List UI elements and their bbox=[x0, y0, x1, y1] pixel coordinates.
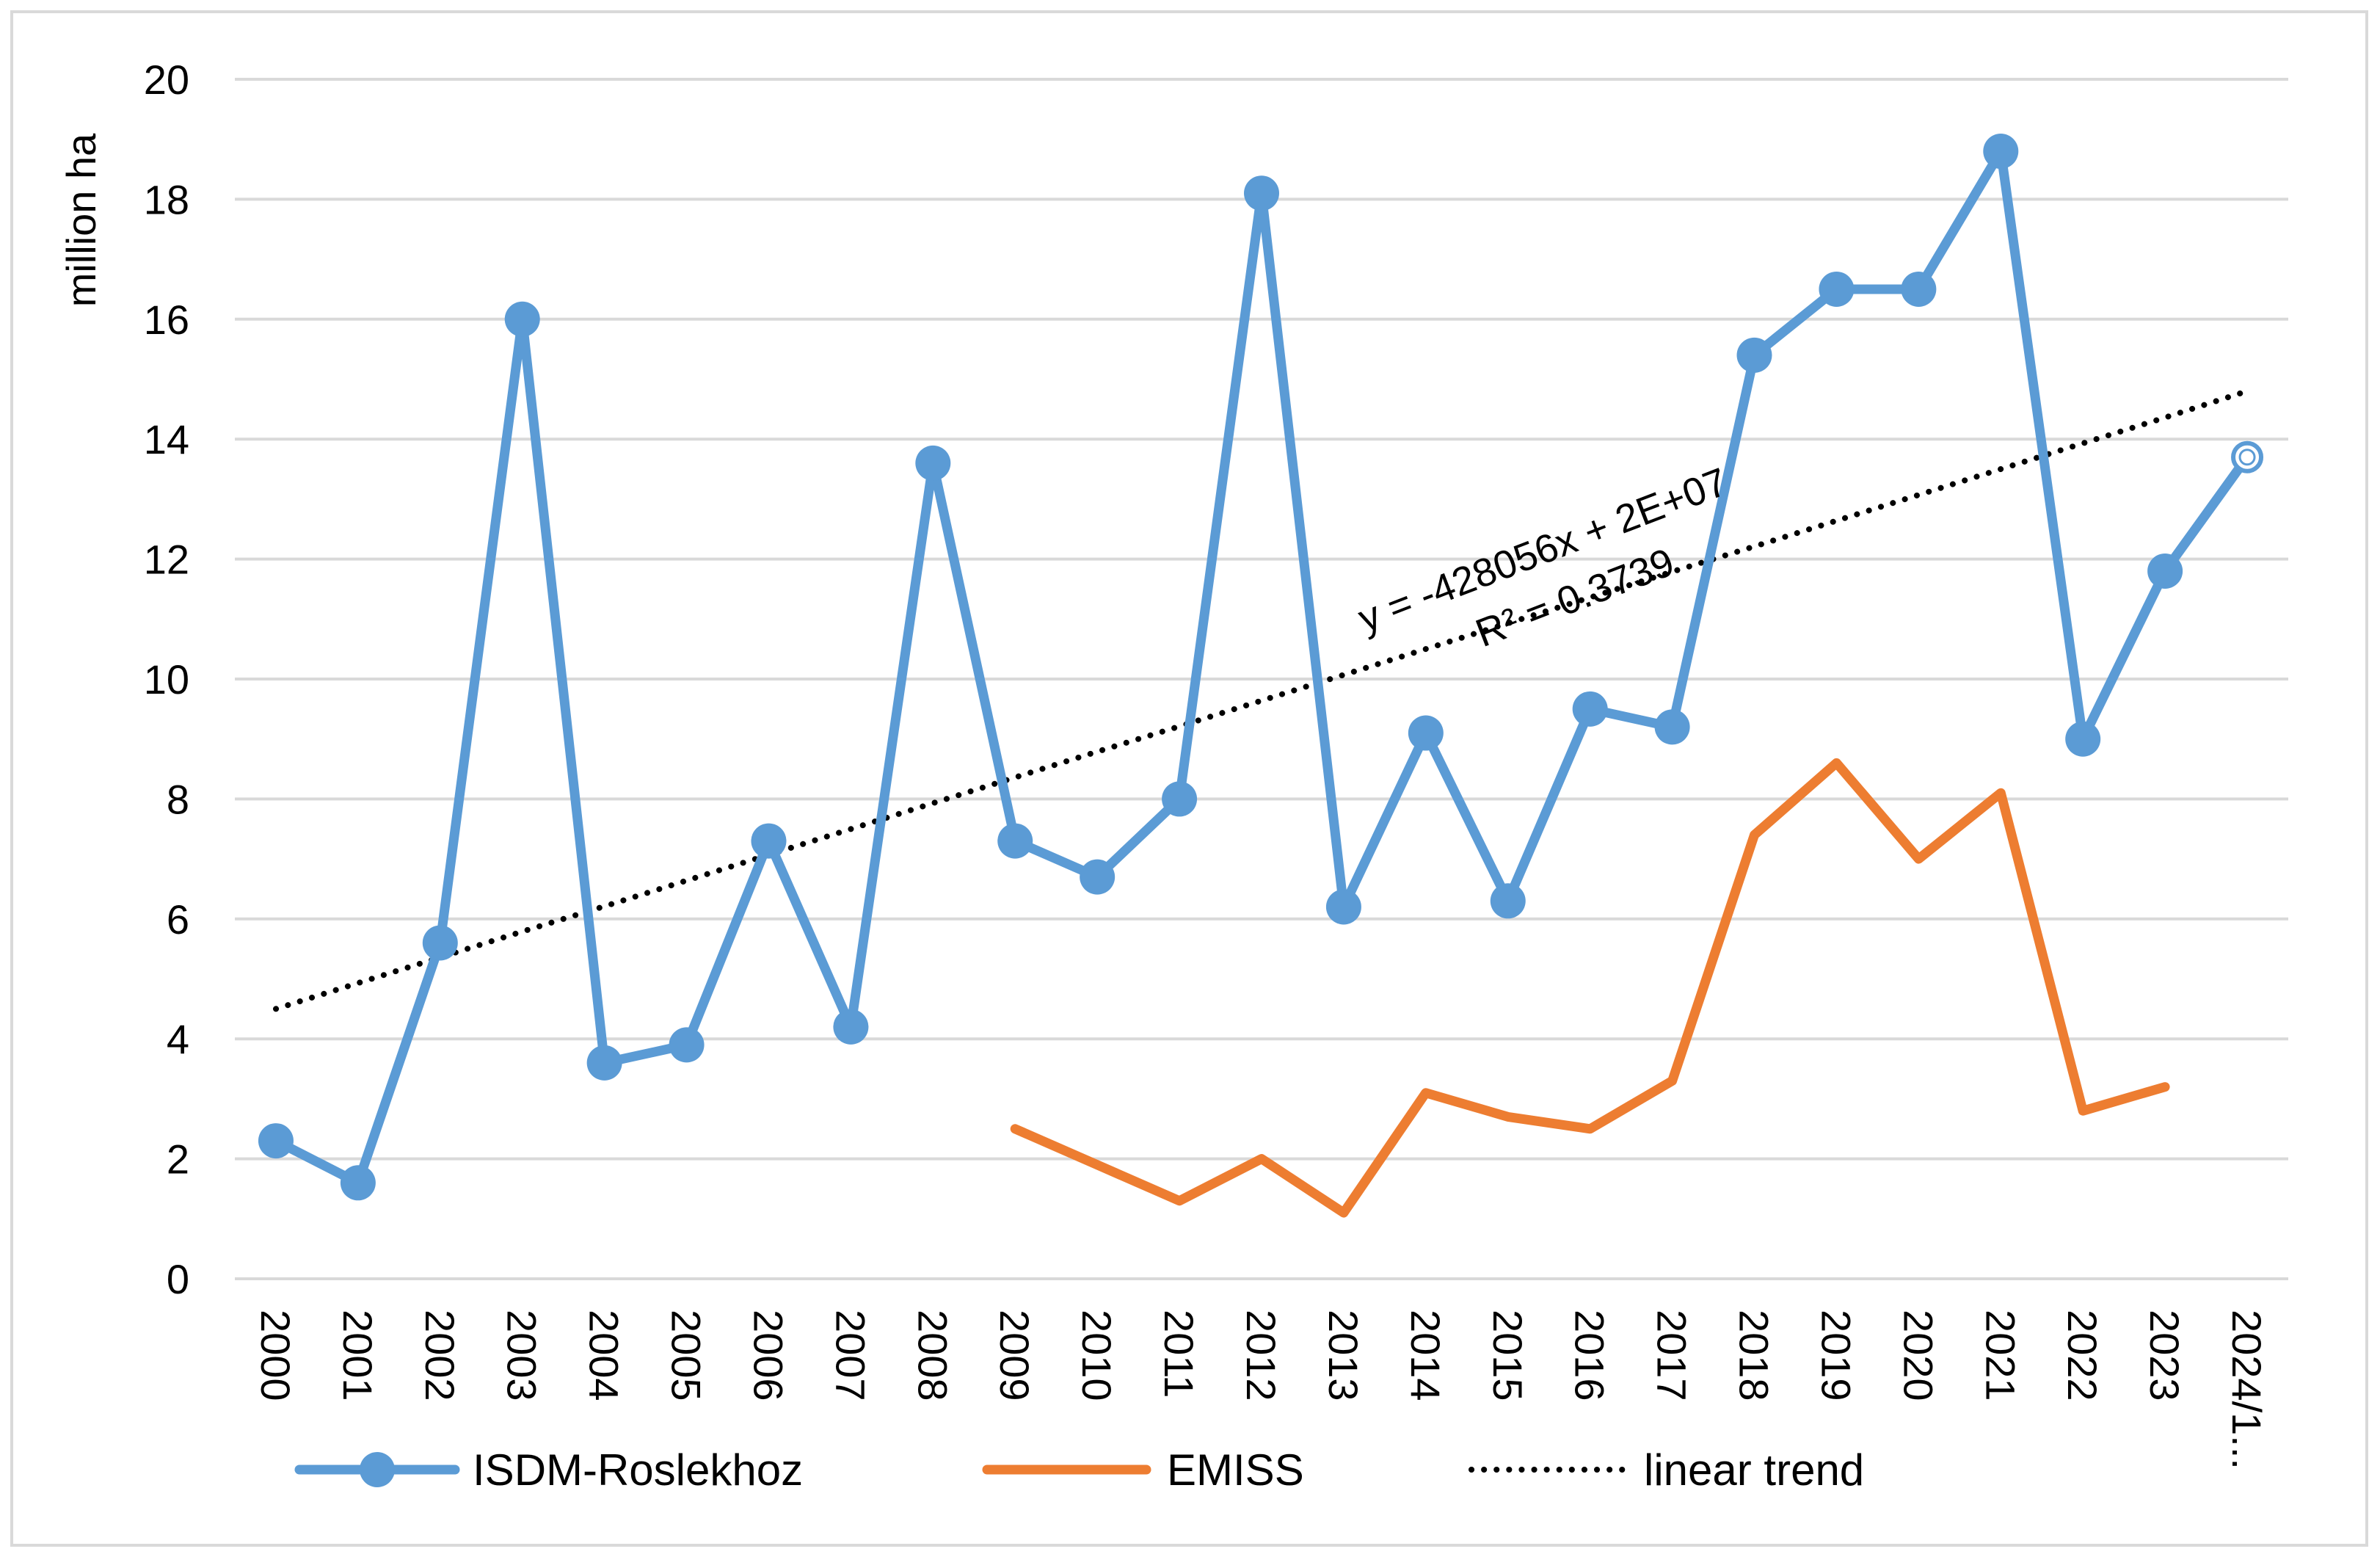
data-point-marker bbox=[1325, 889, 1361, 925]
legend-label-isdm-roslekhoz: ISDM-Roslekhoz bbox=[473, 1445, 803, 1495]
y-tick-label: 0 bbox=[167, 1256, 189, 1302]
x-tick-label: 2016 bbox=[1567, 1310, 1613, 1401]
legend-item-isdm-roslekhoz: ISDM-Roslekhoz bbox=[294, 1445, 803, 1495]
x-tick-label: 2003 bbox=[499, 1310, 545, 1401]
y-tick-label: 8 bbox=[167, 776, 189, 822]
x-tick-label: 2009 bbox=[991, 1310, 1038, 1401]
y-tick-label: 4 bbox=[167, 1016, 189, 1062]
data-point-marker bbox=[340, 1165, 376, 1201]
data-point-marker bbox=[1654, 709, 1690, 745]
data-point-marker bbox=[1983, 134, 2019, 170]
x-tick-label: 2013 bbox=[1320, 1310, 1367, 1401]
data-point-marker bbox=[1162, 781, 1198, 817]
gridlines bbox=[235, 78, 2288, 1280]
data-point-marker bbox=[258, 1123, 294, 1159]
data-point-marker bbox=[833, 1009, 869, 1045]
legend: ISDM-Roslekhoz EMISS linear trend bbox=[294, 1445, 1864, 1495]
chart-frame bbox=[10, 10, 2368, 1547]
data-point-marker bbox=[586, 1045, 622, 1081]
x-tick-label: 2018 bbox=[1731, 1310, 1777, 1401]
x-tick-label: 2007 bbox=[827, 1310, 873, 1401]
y-tick-label: 20 bbox=[144, 57, 189, 103]
data-point-marker bbox=[1736, 337, 1772, 373]
data-point-marker bbox=[2231, 440, 2264, 473]
x-tick-label: 2020 bbox=[1895, 1310, 1941, 1401]
x-tick-label: 2012 bbox=[1238, 1310, 1284, 1401]
y-tick-label: 12 bbox=[144, 537, 189, 583]
x-tick-label: 2015 bbox=[1485, 1310, 1531, 1401]
data-point-marker bbox=[1572, 691, 1608, 727]
x-tick-label: 2024/1... bbox=[2224, 1310, 2270, 1470]
data-point-marker bbox=[1408, 715, 1444, 751]
x-axis-ticks: 2000 2001 2002 2003 2004 2005 2006 2007 2008 2009… bbox=[252, 1310, 2270, 1470]
data-point-marker bbox=[504, 301, 540, 337]
x-tick-label: 2017 bbox=[1649, 1310, 1695, 1401]
x-tick-label: 2010 bbox=[1074, 1310, 1120, 1401]
x-tick-label: 2000 bbox=[252, 1310, 299, 1401]
series-emiss bbox=[1010, 758, 2170, 1218]
data-point-marker bbox=[1490, 883, 1526, 919]
x-tick-label: 2001 bbox=[335, 1310, 381, 1401]
series-linear-trend bbox=[273, 388, 2250, 1012]
data-point-marker bbox=[751, 823, 787, 859]
data-point-marker bbox=[2147, 553, 2183, 589]
y-axis-ticks: 0 2 4 6 8 10 12 14 16 18 20 bbox=[144, 57, 189, 1302]
legend-marker-isdm-roslekhoz bbox=[360, 1452, 395, 1487]
data-point-marker bbox=[997, 823, 1033, 859]
legend-item-emiss: EMISS bbox=[982, 1445, 1304, 1495]
x-tick-label: 2021 bbox=[1977, 1310, 2023, 1401]
legend-label-emiss: EMISS bbox=[1167, 1445, 1304, 1495]
x-tick-label: 2022 bbox=[2059, 1310, 2106, 1401]
legend-item-linear-trend: linear trend bbox=[1469, 1445, 1864, 1495]
y-tick-label: 6 bbox=[167, 896, 189, 943]
data-point-marker bbox=[2065, 721, 2101, 757]
y-tick-label: 10 bbox=[144, 656, 189, 703]
data-point-marker bbox=[1819, 271, 1855, 307]
x-tick-label: 2019 bbox=[1813, 1310, 1859, 1401]
series-isdm-roslekhoz bbox=[258, 134, 2264, 1201]
y-tick-label: 18 bbox=[144, 176, 189, 222]
x-tick-label: 2006 bbox=[745, 1310, 791, 1401]
x-tick-label: 2011 bbox=[1156, 1310, 1202, 1398]
data-point-marker-inner bbox=[2238, 449, 2256, 466]
y-tick-label: 16 bbox=[144, 297, 189, 343]
x-tick-label: 2004 bbox=[581, 1310, 627, 1401]
x-tick-label: 2005 bbox=[663, 1310, 710, 1401]
data-point-marker bbox=[669, 1027, 705, 1063]
x-tick-label: 2002 bbox=[417, 1310, 463, 1401]
y-tick-label: 14 bbox=[144, 416, 189, 462]
data-point-marker bbox=[1244, 175, 1279, 211]
x-tick-label: 2014 bbox=[1402, 1310, 1449, 1401]
data-point-marker bbox=[915, 445, 951, 481]
series-line-linear-trend bbox=[273, 388, 2250, 1012]
data-point-marker bbox=[1080, 859, 1116, 895]
x-tick-label: 2008 bbox=[909, 1310, 956, 1401]
x-tick-label: 2023 bbox=[2141, 1310, 2188, 1401]
data-point-marker bbox=[422, 925, 458, 961]
series-layer bbox=[258, 134, 2264, 1218]
y-tick-label: 2 bbox=[167, 1136, 189, 1183]
legend-label-linear-trend: linear trend bbox=[1644, 1445, 1864, 1495]
series-line-isdm-roslekhoz bbox=[271, 146, 2252, 1188]
data-point-marker bbox=[1901, 271, 1937, 307]
y-axis-title: million ha bbox=[58, 133, 104, 307]
series-line-emiss bbox=[1010, 758, 2170, 1218]
